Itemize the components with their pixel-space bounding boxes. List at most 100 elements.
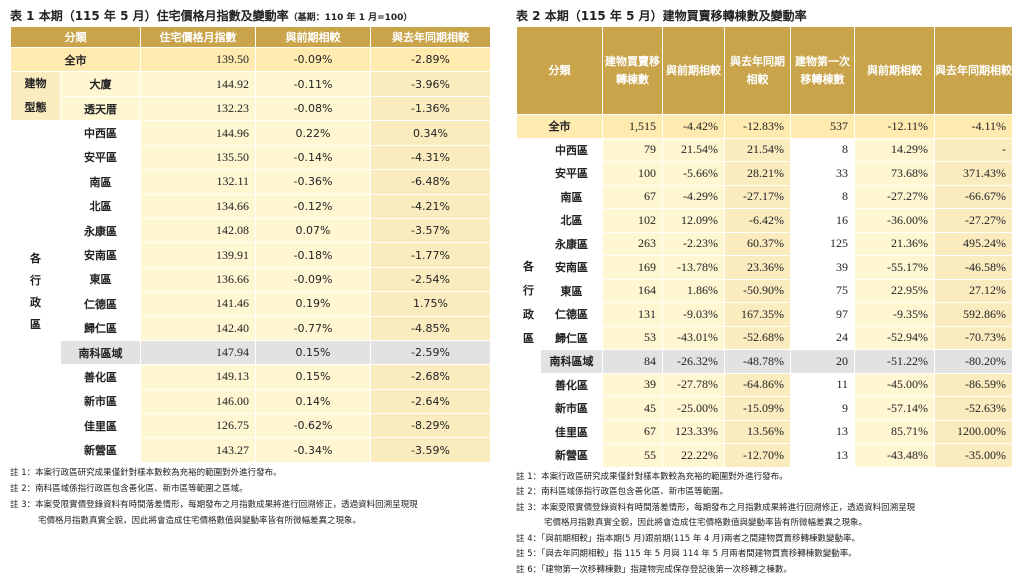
- table2-row-first-yoy: -86.59%: [935, 373, 1013, 397]
- table1-row-yoy: 0.34%: [371, 121, 491, 145]
- table2-header-first-prev: 與前期相較: [855, 27, 935, 115]
- table1-header-category: 分類: [11, 27, 141, 48]
- table2-header-first-yoy: 與去年同期相較: [935, 27, 1013, 115]
- table2-row-first-prev: 22.95%: [855, 279, 935, 303]
- table2-row-label: 安南區: [541, 256, 603, 280]
- table2-header-first: 建物第一次移轉棟數: [791, 27, 855, 115]
- table1-row-index: 132.11: [141, 170, 256, 194]
- table1-row-prev: 0.19%: [256, 292, 371, 316]
- table2-row-first-prev: -45.00%: [855, 373, 935, 397]
- table1-note: 宅價格月指數真實全貌，因此將會造成住宅價格數值與變動率皆有所微幅差異之現象。: [10, 513, 500, 529]
- table2-note: 註 5：「與去年同期相較」指 115 年 5 月與 114 年 5 月兩者間建物…: [516, 547, 1016, 563]
- table1-row-label: 新市區: [61, 389, 141, 413]
- table1-row-label: 安南區: [61, 243, 141, 267]
- table2-header-category: 分類: [517, 27, 603, 115]
- table1-row-yoy: -4.31%: [371, 145, 491, 169]
- table2-row-label: 南區: [541, 185, 603, 209]
- table2-total-label: 全市: [517, 115, 603, 139]
- table1-row-yoy: 1.75%: [371, 292, 491, 316]
- table2-row-first-prev: -51.22%: [855, 350, 935, 374]
- table2-header-sale-yoy-text: 與去年同期相較: [730, 55, 785, 86]
- table2-row-label: 永康區: [541, 232, 603, 256]
- table2-row-first-prev: 73.68%: [855, 162, 935, 186]
- table2-row-first-yoy: 1200.00%: [935, 420, 1013, 444]
- table2-row-first: 8: [791, 138, 855, 162]
- table1-row-index: 146.00: [141, 389, 256, 413]
- table2-note: 宅價格月指數真實全貌，因此將會造成住宅價格數值與變動率皆有所微幅差異之現象。: [516, 516, 1016, 532]
- table2-title: 表 2 本期（115 年 5 月）建物買賣移轉棟數及變動率: [516, 6, 1016, 26]
- table2-row-sale-prev: 123.33%: [663, 420, 725, 444]
- table2-total-first-yoy: -4.11%: [935, 115, 1013, 139]
- table1-note: 註 1：本案行政區研究成果僅針對樣本數較為充裕的範圍對外進行發布。: [10, 465, 500, 481]
- table2-row-sale-prev: -43.01%: [663, 326, 725, 350]
- table2-row-first-prev: -36.00%: [855, 209, 935, 233]
- table1-row-prev: 0.15%: [256, 365, 371, 389]
- table1-row-label: 南區: [61, 170, 141, 194]
- table1-header-yoy: 與去年同期相較: [371, 27, 491, 48]
- table2-row-sale-yoy: -27.17%: [725, 185, 791, 209]
- table2-row-first: 75: [791, 279, 855, 303]
- table1-row-yoy: -2.68%: [371, 365, 491, 389]
- table1-row-yoy: -6.48%: [371, 170, 491, 194]
- table2-row-label: 安平區: [541, 162, 603, 186]
- table2-header-sale-prev-text: 與前期相較: [666, 64, 721, 77]
- table2-row-sale-yoy: -48.78%: [725, 350, 791, 374]
- table2-row-sale: 55: [603, 444, 663, 468]
- table2-row-sale-prev: 12.09%: [663, 209, 725, 233]
- table2-row-sale-yoy: 21.54%: [725, 138, 791, 162]
- table2-row-first: 125: [791, 232, 855, 256]
- table1-row-index: 142.40: [141, 316, 256, 340]
- table2-total-sale: 1,515: [603, 115, 663, 139]
- table2-row-first-yoy: -52.63%: [935, 397, 1013, 421]
- table1-total-label: 全市: [11, 48, 141, 72]
- table1-row-prev: -0.77%: [256, 316, 371, 340]
- table2-row-sale-yoy: 23.36%: [725, 256, 791, 280]
- table1-row-index: 134.66: [141, 194, 256, 218]
- table2-header-sale-prev: 與前期相較: [663, 27, 725, 115]
- table2-note: 註 3：本案受限實價登錄資料有時間落差情形，每期發布之月指數成果將進行回溯修正，…: [516, 501, 1016, 517]
- table2-row-label: 新市區: [541, 397, 603, 421]
- table2-row-sale: 169: [603, 256, 663, 280]
- table1-row-prev: 0.14%: [256, 389, 371, 413]
- table2-row-sale: 102: [603, 209, 663, 233]
- table2-row-first-yoy: -80.20%: [935, 350, 1013, 374]
- table1-row-index: 141.46: [141, 292, 256, 316]
- table2-row-first-prev: -43.48%: [855, 444, 935, 468]
- table2-row-sale-prev: -5.66%: [663, 162, 725, 186]
- table2-row-first: 11: [791, 373, 855, 397]
- table2-header-first-yoy-text: 與去年同期相較: [935, 64, 1012, 77]
- table2-row-sale-prev: -27.78%: [663, 373, 725, 397]
- table2-row-sale: 100: [603, 162, 663, 186]
- table1-row-label: 南科區域: [61, 340, 141, 364]
- table1-row-yoy: -1.77%: [371, 243, 491, 267]
- table2-row-first-prev: 85.71%: [855, 420, 935, 444]
- table1-row-index: 126.75: [141, 414, 256, 438]
- table1-header-index: 住宅價格月指數: [141, 27, 256, 48]
- table1-row-label: 東區: [61, 267, 141, 291]
- table1-total-yoy: -2.89%: [371, 48, 491, 72]
- table2-row-sale-yoy: -12.70%: [725, 444, 791, 468]
- table2-total-first: 537: [791, 115, 855, 139]
- table2-total-first-prev: -12.11%: [855, 115, 935, 139]
- table2-row-sale: 53: [603, 326, 663, 350]
- table2-row-label: 新營區: [541, 444, 603, 468]
- table1-row-index: 147.94: [141, 340, 256, 364]
- table2-row-first-yoy: 592.86%: [935, 303, 1013, 327]
- table2-row-first-yoy: -70.73%: [935, 326, 1013, 350]
- table1-row-index: 136.66: [141, 267, 256, 291]
- table1-row-prev: -0.09%: [256, 267, 371, 291]
